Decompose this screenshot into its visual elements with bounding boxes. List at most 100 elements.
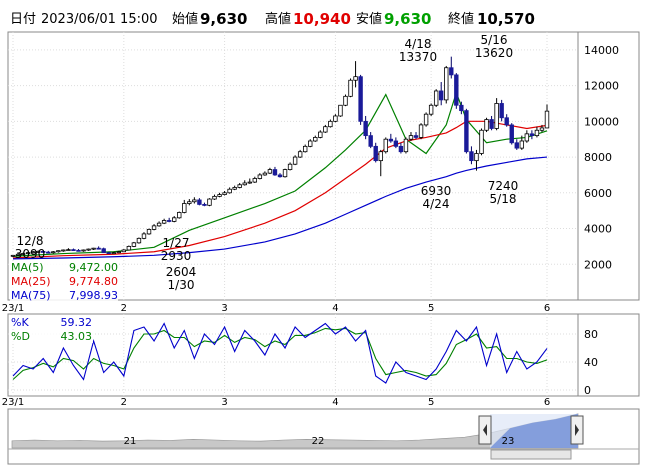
candle-up — [61, 249, 66, 252]
candle-up — [544, 110, 550, 129]
candle-up — [91, 247, 96, 250]
candle-up — [111, 252, 116, 255]
annotation-value: 6930 — [421, 184, 452, 198]
close-label: 終値 — [448, 11, 474, 27]
candle-down — [358, 76, 363, 122]
candle-up — [408, 135, 414, 140]
candle-up — [126, 245, 132, 251]
stoch-legend-value: 43.03 — [61, 330, 93, 343]
stoch-grid — [8, 314, 578, 396]
candle-up — [403, 138, 409, 153]
annotation-value: 13370 — [399, 50, 437, 64]
candle-up — [433, 90, 439, 106]
candle-down — [449, 67, 454, 76]
candle-up — [524, 133, 530, 142]
candle-up — [192, 199, 197, 203]
candle-up — [338, 104, 343, 117]
annotation-value: 13620 — [475, 46, 513, 60]
navigator-scrollbar[interactable] — [490, 449, 572, 460]
open-value: 9,630 — [200, 10, 247, 28]
candle-down — [499, 103, 504, 119]
ma-legend-value: 9,774.80 — [69, 275, 118, 288]
candle-down — [277, 174, 283, 178]
candle-up — [177, 212, 182, 219]
ma-legend-name: MA(5) — [11, 261, 44, 274]
navigator-selected-area — [490, 413, 578, 448]
candle-down — [197, 199, 202, 205]
annotation-date: 1/30 — [168, 278, 195, 292]
candle-down — [96, 247, 101, 250]
candle-down — [459, 104, 464, 112]
stoch-x-tick: 5 — [428, 397, 434, 408]
price-y-tick: 12000 — [584, 80, 619, 93]
stoch-x-tick: 2 — [121, 397, 127, 408]
candle-up — [333, 115, 338, 122]
ma-legend-name: MA(25) — [11, 275, 51, 288]
candle-down — [373, 145, 378, 162]
candle-up — [308, 140, 313, 147]
price-y-tick: 4000 — [584, 223, 612, 236]
candle-up — [227, 188, 232, 194]
navigator-arrow-icon — [483, 424, 487, 436]
candle-up — [353, 76, 358, 81]
candle-down — [202, 204, 207, 206]
candle-down — [454, 74, 459, 106]
candle-down — [514, 142, 519, 149]
candle-up — [136, 237, 142, 244]
price-x-axis: 23/1 2 3 4 5 6 — [2, 303, 550, 314]
ma-legend-bg — [10, 289, 118, 302]
candlesticks — [10, 56, 550, 258]
ma-legend-value: 9,472.00 — [69, 261, 118, 274]
stoch-y-tick: 0 — [584, 384, 591, 397]
price-panel-frame — [7, 31, 640, 301]
high-value: 10,940 — [293, 10, 351, 28]
candle-up — [86, 248, 91, 251]
candle-up — [222, 192, 227, 195]
annotation-date: 12/8 — [17, 234, 44, 248]
range-navigator[interactable]: 21 22 23 — [8, 413, 639, 460]
candle-up — [318, 131, 323, 138]
low-label: 安値 — [356, 11, 382, 27]
candle-down — [101, 248, 106, 254]
stoch-legend-value: 59.32 — [61, 316, 93, 329]
candle-up — [146, 229, 152, 235]
candle-up — [257, 174, 263, 179]
candle-down — [504, 117, 509, 126]
candle-up — [292, 156, 298, 165]
price-x-tick: 4 — [332, 303, 338, 314]
candle-down — [388, 138, 394, 142]
ma-legend-value: 7,998.93 — [69, 289, 118, 302]
annotation-date: 5/18 — [490, 192, 517, 206]
candle-down — [509, 124, 514, 144]
price-x-tick: 2 — [121, 303, 127, 314]
candle-up — [534, 129, 540, 137]
navigator-x-tick: 23 — [502, 436, 515, 447]
candle-up — [212, 195, 217, 200]
candle-up — [383, 138, 388, 153]
candle-up — [131, 242, 137, 247]
candle-up — [182, 203, 187, 213]
price-grid — [8, 32, 578, 300]
ma-line-1 — [12, 120, 548, 259]
candle-up — [66, 249, 71, 252]
price-x-tick: 3 — [221, 303, 227, 314]
candle-up — [494, 103, 499, 129]
candle-up — [423, 113, 429, 126]
candle-up — [242, 182, 247, 186]
candle-up — [262, 172, 268, 176]
high-label: 高値 — [265, 11, 291, 27]
candle-up — [348, 79, 353, 97]
stoch-y-tick: 40 — [584, 356, 598, 369]
candle-up — [15, 253, 21, 256]
price-x-tick: 5 — [428, 303, 434, 314]
candle-down — [398, 145, 404, 153]
candle-up — [141, 233, 147, 239]
stoch-line-D — [12, 327, 548, 380]
navigator-x-tick: 22 — [312, 436, 325, 447]
candle-up — [323, 126, 328, 133]
candle-down — [529, 133, 535, 137]
stoch-x-tick: 4 — [332, 397, 338, 408]
ma-legend: MA(5) 9,472.00 MA(25) 9,774.80 MA(75) 7,998.9… — [10, 261, 118, 302]
candle-up — [81, 249, 86, 252]
annotation-date: 1/27 — [163, 236, 190, 250]
